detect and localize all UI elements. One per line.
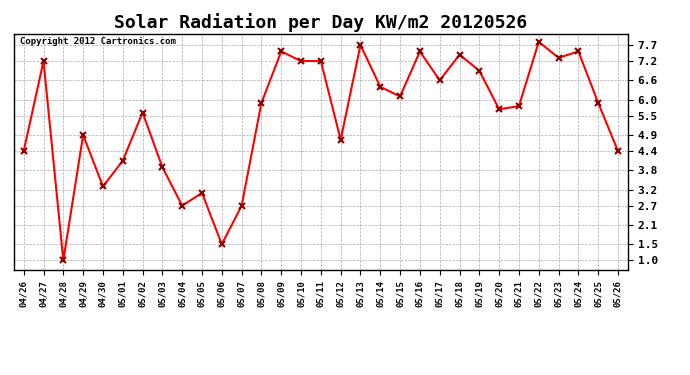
Text: Copyright 2012 Cartronics.com: Copyright 2012 Cartronics.com [20,37,176,46]
Title: Solar Radiation per Day KW/m2 20120526: Solar Radiation per Day KW/m2 20120526 [115,13,527,32]
